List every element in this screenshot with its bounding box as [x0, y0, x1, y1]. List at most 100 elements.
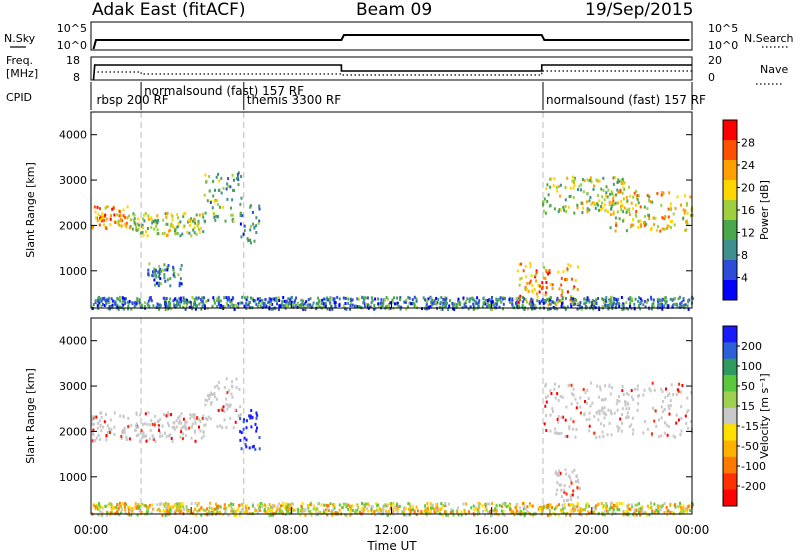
echo-cell — [550, 392, 553, 395]
echo-cell — [344, 302, 347, 305]
echo-cell — [445, 297, 448, 301]
echo-cell — [590, 203, 593, 206]
echo-cell — [242, 420, 245, 423]
echo-cell — [213, 298, 216, 302]
echo-cell — [605, 506, 608, 510]
echo-cell — [679, 390, 682, 394]
echo-cell — [441, 304, 444, 308]
echo-cell — [193, 416, 196, 420]
echo-cell — [605, 185, 608, 189]
echo-cell — [116, 213, 119, 217]
echo-cell — [216, 298, 219, 302]
echo-cell — [619, 189, 622, 193]
echo-cell — [474, 299, 477, 303]
echo-cell — [552, 409, 554, 413]
echo-cell — [558, 503, 560, 507]
echo-cell — [344, 513, 347, 517]
echo-cell — [136, 297, 139, 301]
echo-cell — [136, 228, 139, 232]
echo-cell — [242, 232, 245, 236]
echo-cell — [649, 200, 652, 203]
echo-cell — [196, 224, 199, 228]
colorbar-tick-label: 4 — [741, 272, 748, 285]
echo-cell — [371, 505, 374, 509]
echo-cell — [234, 303, 237, 307]
echo-cell — [602, 189, 605, 192]
echo-cell — [434, 301, 437, 305]
echo-cell — [185, 300, 188, 304]
echo-cell — [522, 307, 525, 311]
echo-cell — [635, 203, 637, 207]
echo-cell — [233, 514, 236, 517]
echo-cell — [580, 183, 583, 187]
echo-cell — [558, 469, 561, 473]
echo-cell — [232, 304, 235, 308]
echo-cell — [411, 298, 414, 302]
echo-cell — [167, 513, 170, 517]
echo-cell — [612, 300, 615, 304]
echo-cell — [576, 302, 579, 306]
echo-cell — [498, 297, 501, 301]
echo-cell — [666, 224, 669, 228]
echo-cell — [569, 194, 572, 198]
echo-cell — [489, 305, 492, 309]
echo-cell — [142, 432, 145, 436]
echo-cell — [373, 510, 376, 513]
echo-cell — [91, 225, 94, 229]
echo-cell — [638, 303, 641, 307]
echo-cell — [118, 504, 121, 508]
echo-cell — [547, 272, 550, 276]
echo-cell — [158, 272, 161, 276]
echo-cell — [223, 507, 226, 510]
echo-cell — [188, 305, 191, 309]
echo-cell — [180, 282, 183, 286]
echo-cell — [150, 299, 153, 303]
echo-cell — [99, 411, 102, 415]
echo-cell — [555, 492, 558, 496]
echo-cell — [643, 511, 646, 515]
echo-cell — [329, 296, 332, 300]
echo-cell — [268, 297, 271, 301]
echo-cell — [602, 504, 605, 508]
echo-cell — [558, 208, 561, 212]
colorbar-segment — [723, 140, 737, 161]
echo-cell — [565, 296, 567, 300]
echo-cell — [628, 210, 631, 213]
echo-cell — [686, 304, 689, 308]
echo-cell — [184, 307, 187, 311]
echo-cell — [165, 234, 168, 237]
echo-cell — [657, 506, 660, 510]
echo-cell — [463, 510, 466, 514]
echo-cell — [676, 388, 679, 392]
echo-cell — [635, 513, 638, 517]
echo-cell — [621, 407, 624, 411]
echo-cell — [576, 509, 579, 513]
echo-cell — [569, 186, 572, 190]
echo-cell — [635, 214, 638, 218]
echo-cell — [553, 301, 556, 305]
echo-cell — [607, 304, 610, 308]
echo-cell — [476, 302, 479, 306]
echo-cell — [342, 304, 345, 308]
echo-cell — [92, 303, 95, 306]
echo-cell — [362, 298, 365, 302]
echo-cell — [256, 426, 258, 430]
echo-cell — [653, 502, 656, 506]
echo-cell — [100, 429, 103, 433]
echo-cell — [586, 502, 589, 506]
echo-cell — [169, 433, 172, 437]
echo-cell — [686, 222, 689, 226]
echo-cell — [259, 304, 262, 308]
echo-cell — [591, 201, 594, 205]
echo-cell — [563, 506, 566, 510]
echo-cell — [445, 511, 448, 515]
echo-cell — [611, 201, 614, 205]
echo-cell — [125, 438, 128, 441]
echo-cell — [557, 399, 560, 402]
echo-cell — [557, 270, 560, 274]
echo-cell — [370, 301, 373, 305]
echo-cell — [143, 219, 146, 223]
echo-cell — [138, 223, 141, 227]
echo-cell — [403, 513, 406, 517]
echo-cell — [614, 216, 617, 220]
